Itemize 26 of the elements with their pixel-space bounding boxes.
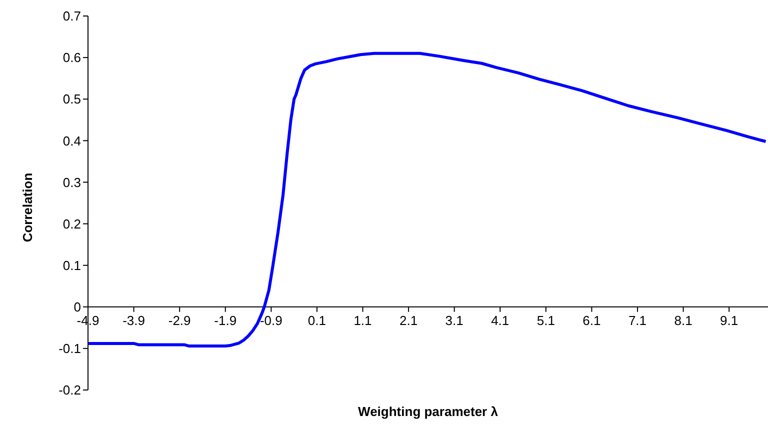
y-tick-label: 0.3 <box>62 174 81 190</box>
y-tick-label: 0.2 <box>62 216 81 232</box>
y-axis-title: Correlation <box>20 172 36 242</box>
y-tick-label: 0.4 <box>62 133 81 148</box>
x-tick-label: 8.1 <box>674 312 692 328</box>
x-tick-label: -3.9 <box>122 312 145 328</box>
y-tick-label: 0.7 <box>62 8 81 24</box>
x-tick-label: -0.9 <box>260 312 282 328</box>
x-tick-label: 6.1 <box>582 312 601 328</box>
y-tick-label: 0.1 <box>62 258 81 273</box>
x-tick-label: 4.1 <box>491 312 510 328</box>
y-tick-label: 0.5 <box>62 92 81 107</box>
y-tick-label: 0.6 <box>62 50 81 66</box>
x-tick-label: 5.1 <box>536 312 555 328</box>
x-axis-title: Weighting parameter λ <box>357 404 499 419</box>
x-tick-label: 2.1 <box>400 312 418 328</box>
x-tick-label: 1.1 <box>354 312 372 328</box>
y-tick-label: 0 <box>74 300 81 315</box>
y-tick-label: -0.2 <box>58 382 81 398</box>
x-tick-label: 9.1 <box>720 312 738 328</box>
x-tick-label: -2.9 <box>168 312 191 328</box>
x-tick-label: 3.1 <box>445 312 464 328</box>
x-tick-label: 0.1 <box>308 312 326 328</box>
y-tick-label: -0.1 <box>58 341 81 356</box>
x-tick-label: 7.1 <box>628 312 647 328</box>
x-tick-label: -1.9 <box>214 312 237 328</box>
